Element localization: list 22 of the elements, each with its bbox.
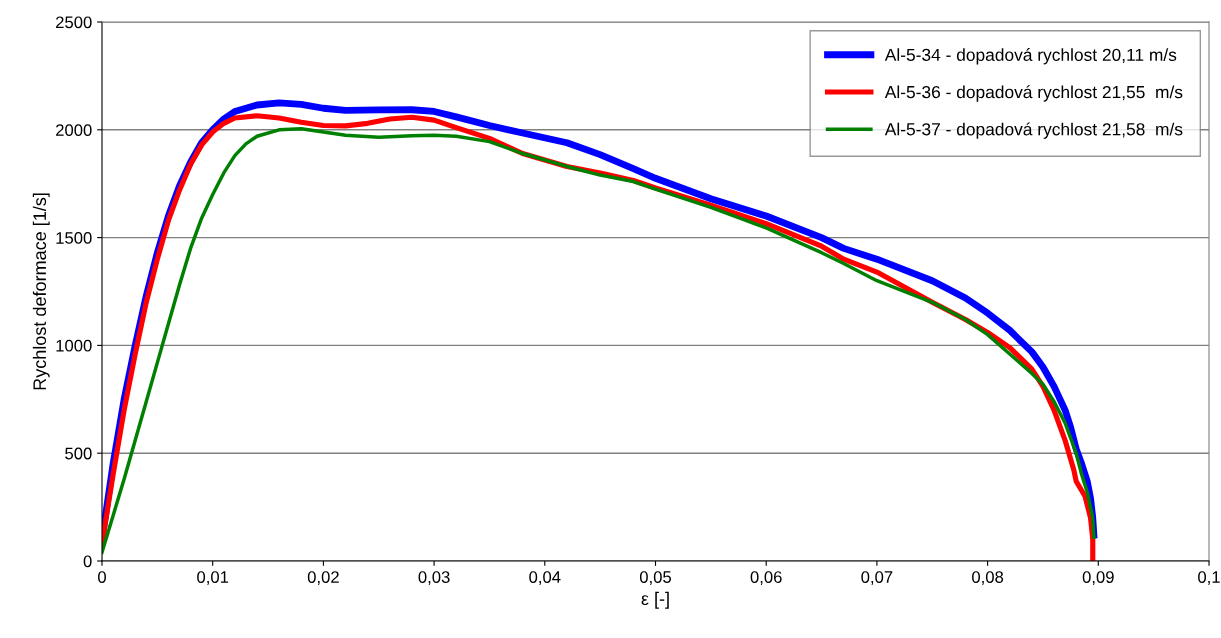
x-tick-label: 0,06	[750, 571, 782, 585]
x-tick-label: 0,1	[1198, 571, 1220, 585]
x-tick-label: 0,09	[1082, 571, 1114, 585]
y-tick-label: 1000	[56, 339, 92, 352]
x-tick-label: 0,08	[972, 571, 1004, 585]
y-tick-label: 500	[65, 447, 92, 460]
legend-label: Al-5-36 - dopadová rychlost 21,55 m/s	[884, 85, 1183, 102]
x-tick-label: 0,03	[418, 571, 450, 585]
y-axis-title: Rychlost deformace [1/s]	[32, 193, 50, 390]
x-tick-label: 0,01	[197, 571, 229, 585]
y-tick-label: 2000	[56, 124, 92, 136]
x-tick-label: 0,07	[861, 571, 893, 585]
x-tick-label: 0	[98, 571, 106, 583]
y-tick-label: 0	[83, 555, 92, 568]
x-tick-label: 0,02	[307, 571, 339, 585]
x-tick-label: 0,05	[639, 571, 672, 585]
legend-label: Al-5-37 - dopadová rychlost 21,58 m/s	[884, 122, 1183, 139]
x-axis-title: ε [-]	[641, 591, 669, 609]
y-tick-label: 2500	[56, 16, 92, 29]
legend-label: Al-5-34 - dopadová rychlost 20,11 m/s	[884, 48, 1177, 65]
x-tick-label: 0,04	[529, 571, 561, 585]
y-tick-label: 1500	[56, 232, 92, 244]
